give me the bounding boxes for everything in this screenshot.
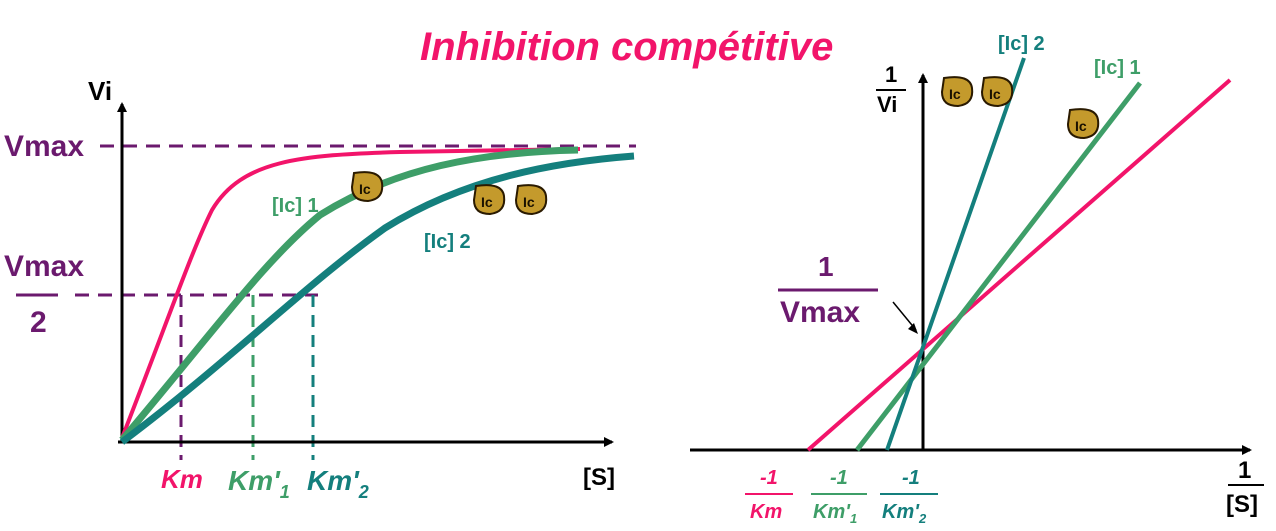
curve-ic2-label: [Ic] 2: [424, 231, 471, 253]
lineweaver-burk-chart: 1 Vi 1 [S] 1 Vmax [Ic] 2 [Ic] 1 -1 Km -1…: [690, 33, 1264, 526]
xint-km2-denominator: Km'2: [882, 501, 927, 526]
michaelis-menten-chart: Vi [S] Vmax Vmax 2 Km Km'1 Km'2 [Ic] 1 […: [4, 76, 636, 502]
xint-km-numerator: -1: [760, 467, 778, 489]
svg-text:Ic: Ic: [523, 194, 535, 210]
figure-title: Inhibition compétitive: [420, 25, 833, 69]
line-ic1-label: [Ic] 1: [1094, 57, 1141, 79]
vmax-half-denominator: 2: [30, 306, 47, 339]
left-x-axis-label: [S]: [583, 464, 615, 491]
diagram-canvas: Inhibition compétitive Vi [S] Vmax Vmax …: [0, 0, 1276, 531]
line-ic2-label: [Ic] 2: [998, 33, 1045, 55]
curve-ic1-label: [Ic] 1: [272, 195, 319, 217]
line-ic2: [887, 58, 1024, 450]
svg-text:Ic: Ic: [949, 86, 961, 102]
inhibitor-icon: Ic: [1068, 109, 1098, 138]
inhibitor-icon: Ic: [516, 185, 546, 214]
xint-km1-numerator: -1: [830, 467, 848, 489]
right-x-axis-denominator: [S]: [1226, 491, 1258, 518]
vmax-label: Vmax: [4, 130, 84, 163]
inhibitor-icon: Ic: [352, 172, 382, 201]
svg-text:Ic: Ic: [1075, 118, 1087, 134]
svg-text:Ic: Ic: [359, 181, 371, 197]
xint-km2-numerator: -1: [902, 467, 920, 489]
curve-ic2: [122, 156, 634, 442]
left-y-axis-label: Vi: [88, 76, 112, 106]
inhibitor-icon: Ic: [942, 77, 972, 106]
right-y-axis-numerator: 1: [885, 62, 897, 87]
km-label: Km: [161, 464, 203, 494]
intercept-arrowhead: [908, 323, 918, 334]
line-no-inhibitor: [808, 80, 1230, 450]
intercept-numerator: 1: [818, 251, 834, 282]
inhibitor-icon: Ic: [474, 185, 504, 214]
svg-text:Ic: Ic: [989, 86, 1001, 102]
right-y-axis-denominator: Vi: [877, 92, 897, 117]
intercept-denominator: Vmax: [780, 296, 860, 329]
km2-label: Km'2: [307, 465, 369, 502]
xint-km-denominator: Km: [750, 501, 782, 523]
right-x-axis-numerator: 1: [1238, 457, 1251, 484]
xint-km1-denominator: Km'1: [813, 501, 857, 526]
inhibitor-icon: Ic: [982, 77, 1012, 106]
vmax-half-numerator: Vmax: [4, 250, 84, 283]
figure: Inhibition compétitive Vi [S] Vmax Vmax …: [0, 0, 1276, 531]
line-ic1: [857, 83, 1140, 450]
km1-label: Km'1: [228, 465, 290, 502]
svg-text:Ic: Ic: [481, 194, 493, 210]
